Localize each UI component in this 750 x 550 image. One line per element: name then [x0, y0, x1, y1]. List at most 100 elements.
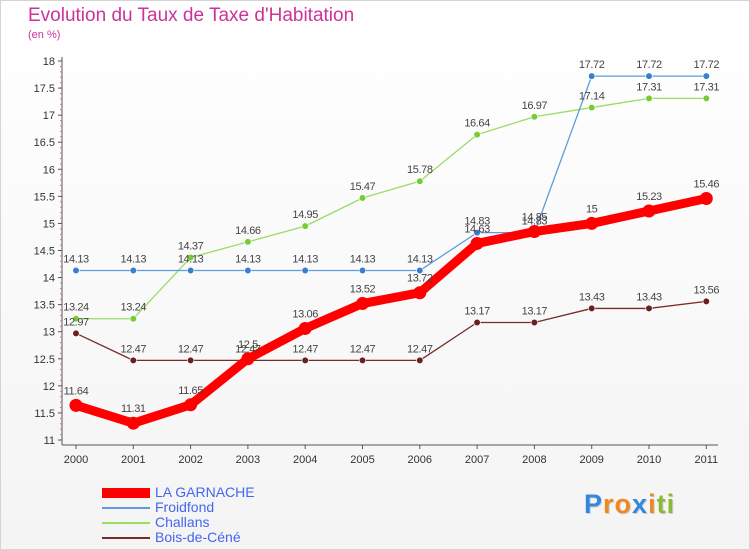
- data-label: 13.72: [407, 273, 433, 285]
- x-tick-label: 2008: [522, 454, 546, 466]
- data-point-3: [645, 304, 653, 313]
- data-point-3: [588, 304, 596, 313]
- data-label: 12.47: [121, 343, 147, 355]
- data-label: 14.13: [292, 254, 318, 266]
- data-point-1: [244, 266, 252, 275]
- data-point-0: [585, 216, 599, 230]
- data-point-3: [473, 318, 481, 327]
- data-label: 14.63: [464, 223, 490, 235]
- x-tick-label: 2002: [178, 454, 202, 466]
- legend-label: Challans: [155, 514, 210, 530]
- logo-letter: o: [614, 489, 633, 519]
- proxiti-logo: Proxiti: [584, 489, 675, 520]
- x-tick-label: 2009: [579, 454, 603, 466]
- data-point-0: [356, 297, 369, 311]
- data-label: 13.06: [292, 308, 318, 320]
- data-label: 15.46: [694, 179, 720, 191]
- data-label: 14.66: [235, 225, 261, 237]
- y-tick-label: 17.5: [34, 83, 55, 95]
- series-line-3: [75, 300, 707, 362]
- data-label: 16.64: [464, 118, 490, 130]
- data-point-2: [301, 222, 309, 230]
- x-tick-label: 2007: [465, 454, 489, 466]
- data-label: 17.72: [579, 59, 605, 71]
- data-label: 16.97: [522, 100, 548, 112]
- logo-letter: P: [584, 489, 604, 519]
- data-point-1: [187, 266, 195, 275]
- data-point-3: [416, 356, 424, 365]
- logo-letter: i: [648, 489, 657, 519]
- data-point-2: [244, 238, 252, 246]
- data-point-2: [129, 315, 137, 323]
- data-point-3: [530, 318, 539, 327]
- data-point-1: [358, 266, 367, 275]
- x-tick-label: 2005: [350, 454, 374, 466]
- y-tick-label: 11.5: [34, 408, 55, 420]
- data-point-2: [530, 113, 539, 121]
- y-tick-label: 11: [44, 435, 55, 447]
- x-tick-label: 2001: [121, 454, 145, 466]
- data-point-0: [642, 204, 656, 218]
- series-line-0: [71, 194, 711, 428]
- data-point-3: [72, 329, 80, 337]
- y-tick-label: 12: [43, 381, 55, 393]
- data-point-3: [129, 356, 137, 365]
- data-label: 15.78: [407, 164, 433, 176]
- data-label: 15: [586, 203, 598, 215]
- data-label: 17.14: [579, 91, 605, 103]
- legend-swatch: [102, 522, 150, 524]
- y-tick-label: 15.5: [34, 191, 55, 203]
- data-point-0: [413, 286, 427, 300]
- legend-swatch: [102, 537, 150, 539]
- data-point-1: [473, 229, 481, 237]
- data-label: 13.24: [121, 302, 147, 314]
- data-label: 12.97: [63, 316, 89, 328]
- data-point-1: [301, 266, 309, 275]
- data-label: 13.56: [694, 284, 720, 296]
- series-line-1: [75, 75, 707, 272]
- data-label: 14.13: [235, 254, 261, 266]
- data-label: 14.37: [178, 241, 204, 253]
- data-label: 17.72: [636, 59, 662, 71]
- series-line-2: [75, 97, 707, 320]
- data-point-3: [702, 297, 710, 305]
- data-label: 12.5: [238, 339, 258, 351]
- legend-label: LA GARNACHE: [155, 484, 255, 500]
- data-label: 12.47: [178, 343, 204, 355]
- y-tick-label: 16: [43, 164, 55, 176]
- chart-title: Evolution du Taux de Taxe d'Habitation: [28, 5, 355, 26]
- y-tick-label: 14: [43, 273, 55, 285]
- data-point-0: [69, 398, 83, 412]
- data-label: 14.13: [178, 254, 204, 266]
- x-tick-label: 2011: [694, 454, 718, 466]
- data-label: 17.31: [636, 81, 662, 93]
- x-tick-label: 2006: [408, 454, 432, 466]
- data-point-2: [358, 194, 367, 202]
- data-label: 13.17: [522, 306, 548, 318]
- data-point-1: [702, 72, 710, 80]
- y-tick-label: 14.5: [34, 246, 55, 258]
- data-point-1: [72, 266, 80, 275]
- data-point-1: [416, 266, 424, 275]
- data-point-2: [588, 103, 596, 112]
- data-label: 13.43: [636, 291, 662, 303]
- data-point-2: [645, 94, 653, 102]
- data-label: 15.23: [636, 191, 662, 203]
- y-tick-label: 13.5: [34, 300, 55, 312]
- data-label: 13.52: [350, 284, 376, 296]
- y-tick-label: 12.5: [34, 354, 55, 366]
- data-point-0: [470, 236, 484, 250]
- data-label: 13.17: [464, 306, 490, 318]
- legend-label: Froidfond: [155, 499, 215, 515]
- data-label: 17.31: [694, 81, 720, 93]
- data-point-0: [126, 416, 140, 430]
- data-point-1: [645, 72, 653, 80]
- data-label: 12.47: [407, 343, 433, 355]
- x-tick-label: 2003: [236, 454, 260, 466]
- data-label: 12.47: [235, 343, 261, 355]
- data-point-2: [416, 177, 424, 185]
- data-label: 12.47: [350, 343, 376, 355]
- x-tick-label: 2000: [64, 454, 88, 466]
